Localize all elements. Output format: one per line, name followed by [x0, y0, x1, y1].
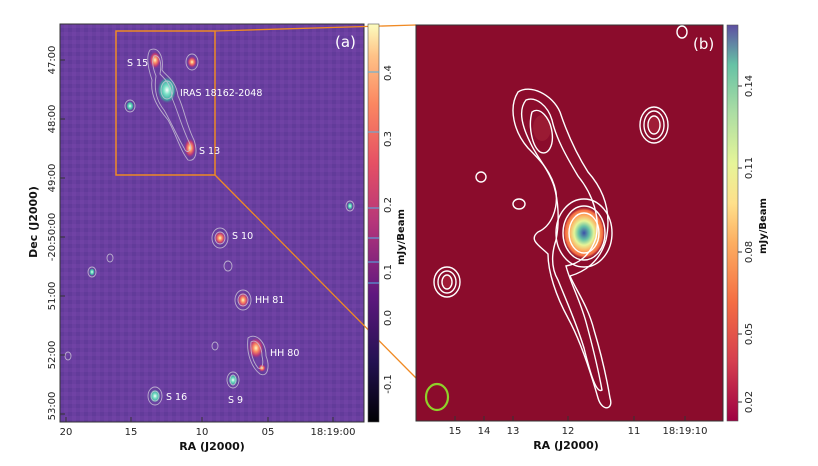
panel-b-contours: [433, 25, 688, 409]
source-labels: S 15 IRAS 18162-2048 S 13 S 10 HH 81 HH …: [127, 58, 299, 406]
b-xtick-3: 12: [562, 426, 575, 437]
label-s16: S 16: [166, 392, 187, 403]
b-cbar-tick-2: 0.08: [744, 241, 755, 263]
b-cbar-tick-3: 0.05: [744, 323, 755, 345]
beam-ellipse: [424, 382, 450, 412]
a-cbar-tick-3: 0.1: [383, 264, 394, 280]
a-xtick-0: 20: [60, 427, 73, 438]
b-xtick-5: 18:19:10: [663, 426, 708, 437]
a-xlabel: RA (J2000): [179, 440, 245, 453]
label-s10: S 10: [232, 231, 253, 242]
zoom-box: [115, 30, 216, 176]
a-ylabel: Dec (J2000): [27, 186, 40, 258]
b-xlabel: RA (J2000): [533, 439, 599, 452]
colorbar-a: 0.4 0.3 0.2 0.1 0.0 -0.1 mJy/Beam: [367, 23, 407, 423]
panel-b-label: (b): [693, 35, 714, 53]
zoom-line-top: [214, 24, 417, 32]
b-cbar-label: mJy/Beam: [758, 198, 769, 254]
b-xtick-2: 13: [507, 426, 520, 437]
a-ytick-2: 49:00: [47, 164, 58, 193]
a-ytick-1: 48:00: [47, 105, 58, 134]
panel-a-image: [60, 24, 364, 422]
label-hh81: HH 81: [255, 295, 284, 306]
label-s15: S 15: [127, 58, 148, 69]
a-cbar-tick-2: 0.2: [383, 197, 394, 213]
zoom-line-bottom: [214, 174, 417, 379]
b-xtick-0: 15: [449, 426, 462, 437]
label-hh80: HH 80: [270, 348, 299, 359]
a-cbar-tick-4: 0.0: [383, 310, 394, 326]
b-cbar-tick-0: 0.14: [744, 75, 755, 97]
a-ytick-3: -20:50:00: [47, 213, 58, 262]
a-cbar-tick-5: -0.1: [383, 374, 394, 394]
a-ytick-4: 51:00: [47, 282, 58, 311]
b-cbar-tick-4: 0.02: [744, 391, 755, 413]
panel-b-x-axis: 15 14 13 12 11 18:19:10 RA (J2000): [449, 416, 708, 452]
b-xtick-4: 11: [628, 426, 641, 437]
a-xtick-2: 10: [196, 427, 209, 438]
a-xtick-1: 15: [125, 427, 138, 438]
a-ytick-6: 53:00: [47, 392, 58, 421]
label-s9: S 9: [228, 395, 243, 406]
panel-a-y-axis: 47:00 48:00 49:00 -20:50:00 51:00 52:00 …: [27, 46, 65, 421]
label-iras: IRAS 18162-2048: [180, 88, 262, 99]
a-xtick-4: 18:19:00: [311, 427, 356, 438]
a-cbar-tick-0: 0.4: [383, 65, 394, 81]
a-ytick-5: 52:00: [47, 341, 58, 370]
b-xtick-1: 14: [478, 426, 491, 437]
panel-a-x-axis: 20 15 10 05 18:19:00 RA (J2000): [60, 417, 356, 453]
a-cbar-tick-1: 0.3: [383, 131, 394, 147]
panel-a-contours: [64, 48, 355, 406]
a-cbar-label: mJy/Beam: [396, 209, 407, 265]
a-xtick-3: 05: [262, 427, 275, 438]
panel-a-label: (a): [335, 33, 356, 51]
b-cbar-tick-1: 0.11: [744, 157, 755, 179]
a-ytick-0: 47:00: [47, 46, 58, 75]
colorbar-b: 0.14 0.11 0.08 0.05 0.02 mJy/Beam: [726, 24, 769, 422]
label-s13: S 13: [199, 146, 220, 157]
